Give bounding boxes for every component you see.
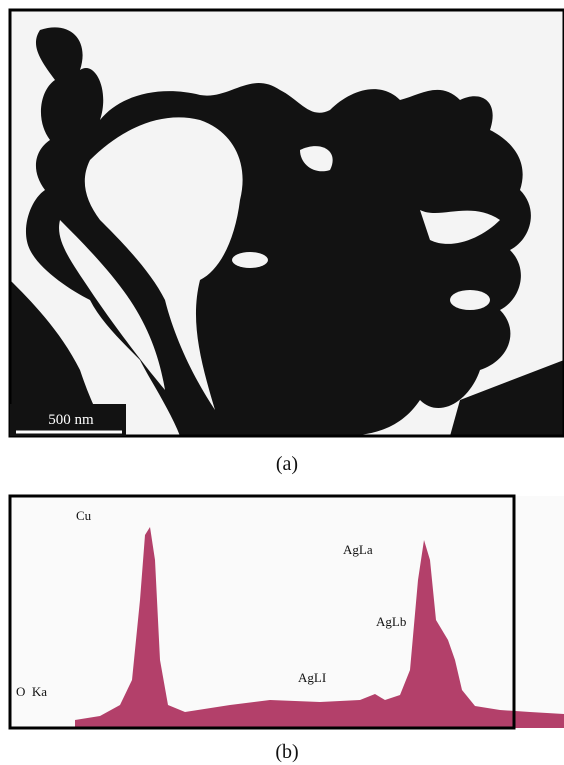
peak-label: O Ka: [16, 684, 47, 699]
peak-label: Cu: [76, 508, 92, 523]
figure: 500 nm (a) Cu AgLa AgLb AgLI O Ka (b): [0, 0, 564, 765]
page: 500 nm (a) Cu AgLa AgLb AgLI O Ka (b) ((…: [0, 0, 564, 765]
peak-label: AgLa: [343, 542, 373, 557]
peak-label: AgLb: [376, 614, 406, 629]
micrograph: 500 nm: [10, 10, 564, 436]
spectrum: Cu AgLa AgLb AgLI O Ka: [10, 496, 564, 728]
caption: (a): [276, 453, 298, 475]
scale-bar-label: 500 nm: [48, 412, 94, 428]
peak-label: AgLI: [298, 670, 326, 685]
caption: (b): [275, 741, 298, 763]
